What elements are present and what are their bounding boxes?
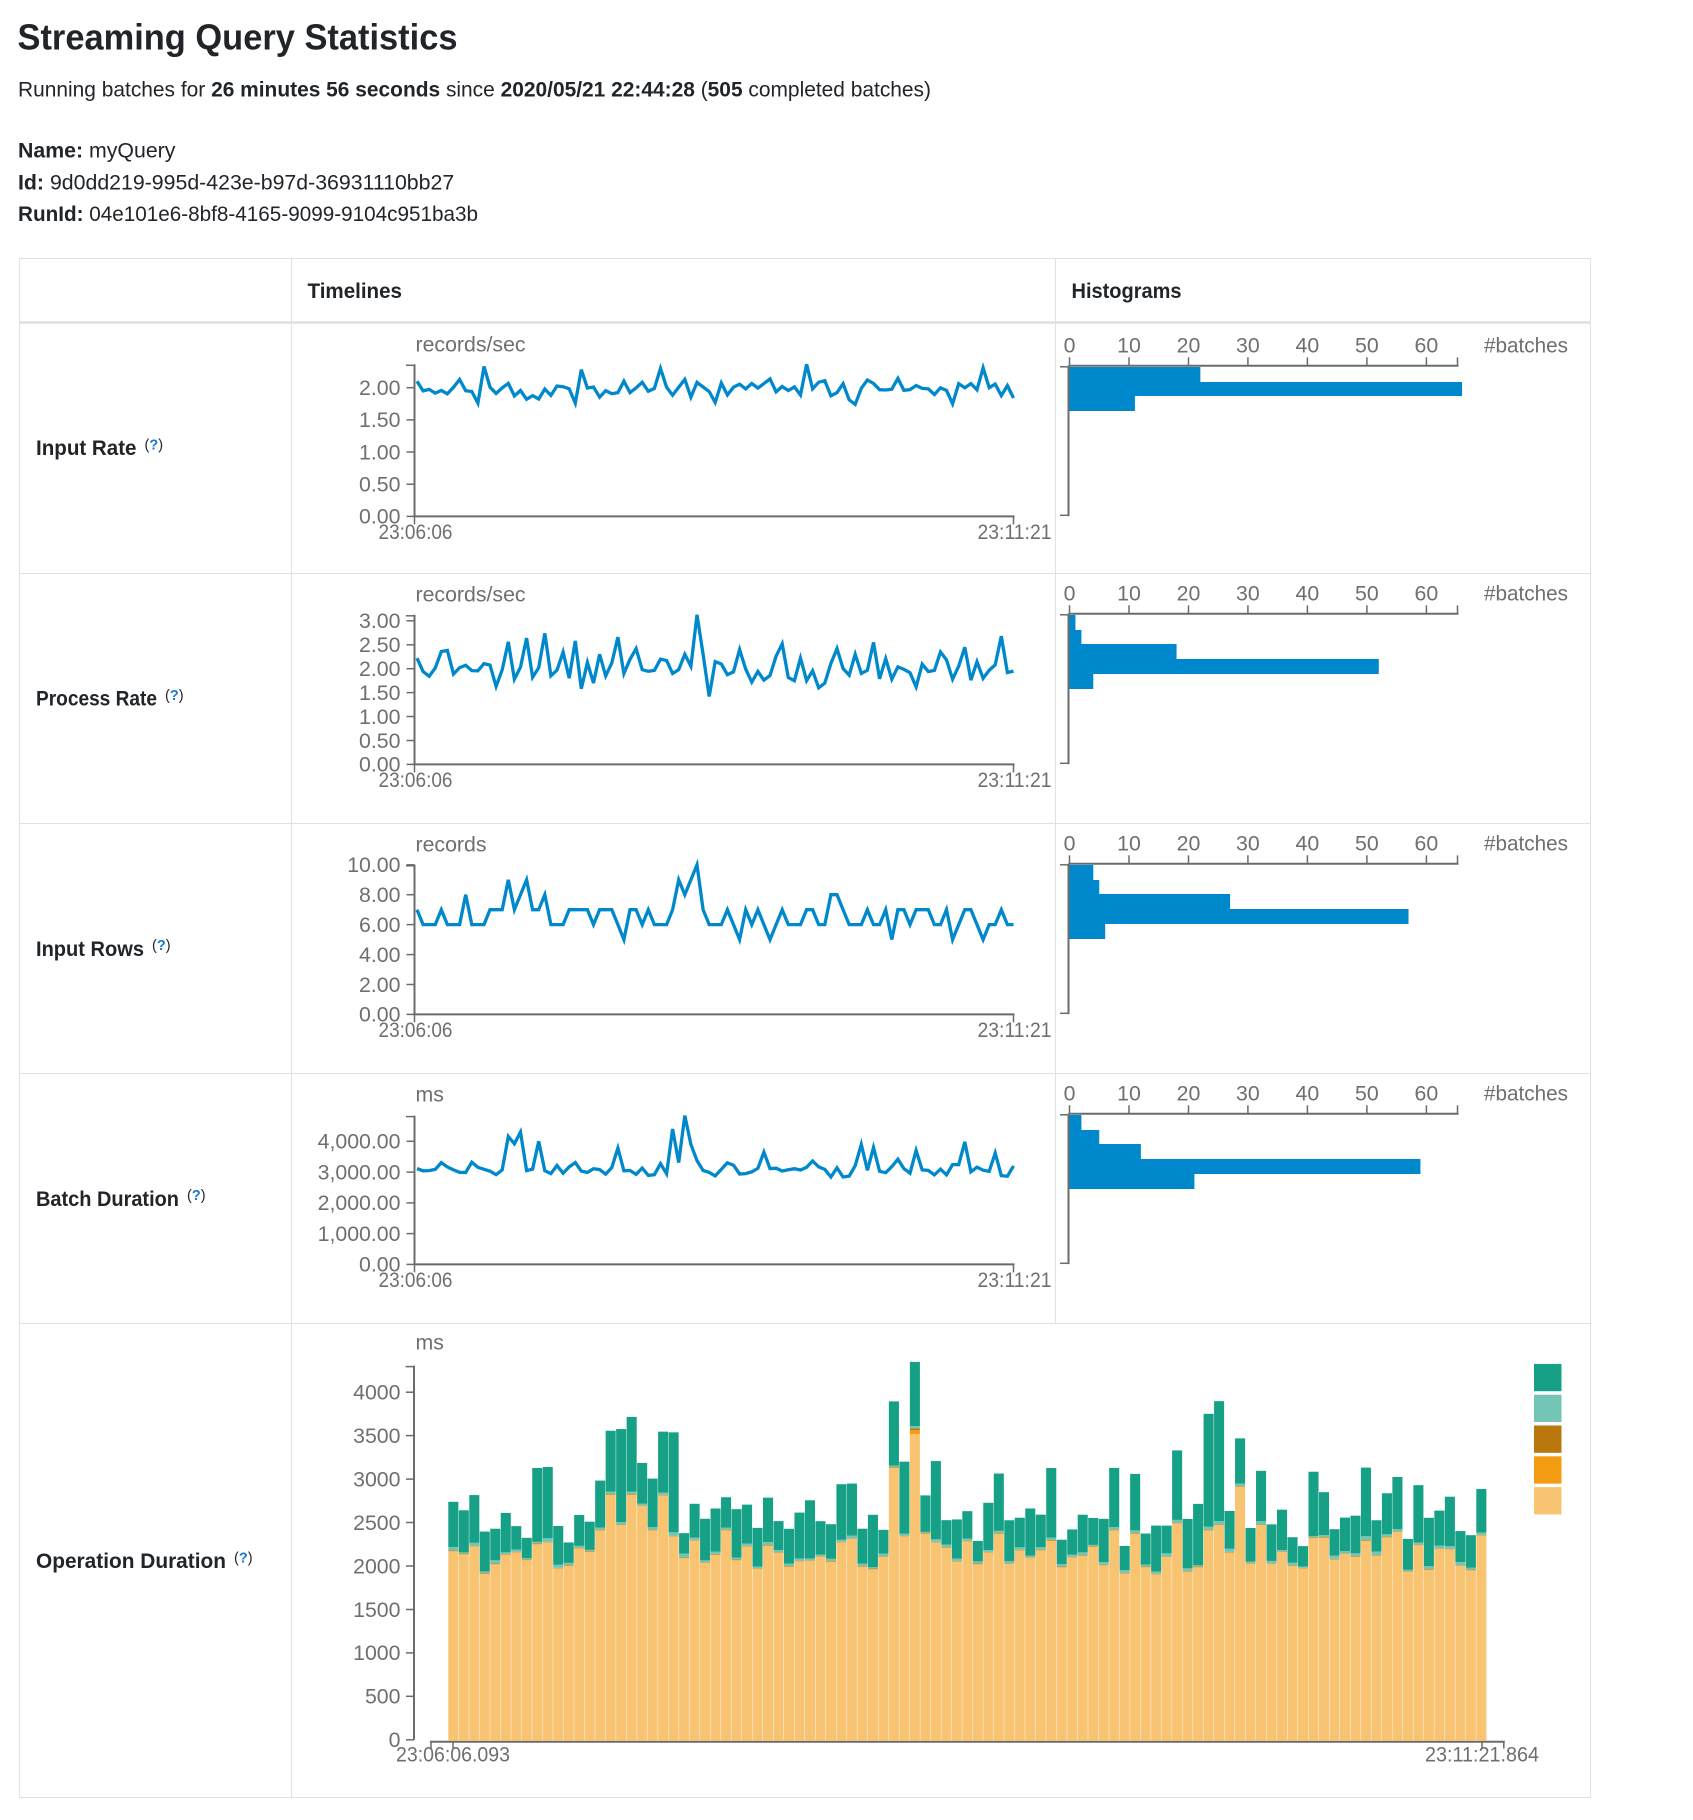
svg-text:Id: 9d0dd219-995d-423e-b97d-36: Id: 9d0dd219-995d-423e-b97d-36931110bb27 — [18, 170, 454, 194]
svg-text:1.00: 1.00 — [359, 440, 401, 464]
svg-text:60: 60 — [1415, 1081, 1439, 1105]
svg-text:20: 20 — [1177, 333, 1201, 357]
svg-text:8.00: 8.00 — [359, 883, 401, 907]
svg-text:23:06:06: 23:06:06 — [379, 768, 453, 792]
svg-text:Batch Duration: Batch Duration — [36, 1187, 179, 1211]
svg-text:0.00: 0.00 — [359, 753, 401, 777]
svg-text:10: 10 — [1117, 333, 1141, 357]
svg-text:50: 50 — [1355, 1081, 1379, 1105]
svg-text:2500: 2500 — [353, 1511, 401, 1535]
svg-text:23:06:06: 23:06:06 — [379, 520, 453, 544]
svg-text:#batches: #batches — [1484, 831, 1568, 855]
svg-text:ms: ms — [416, 1331, 444, 1355]
svg-text:#batches: #batches — [1484, 1081, 1568, 1105]
svg-text:2.00: 2.00 — [359, 973, 401, 997]
svg-text:1000: 1000 — [353, 1641, 401, 1665]
svg-text:20: 20 — [1177, 831, 1201, 855]
svg-text:10.00: 10.00 — [347, 853, 400, 877]
svg-text:23:06:06: 23:06:06 — [379, 1268, 453, 1292]
svg-text:Process Rate: Process Rate — [36, 687, 157, 711]
svg-text:60: 60 — [1415, 831, 1439, 855]
svg-text:40: 40 — [1296, 1081, 1320, 1105]
svg-text:60: 60 — [1415, 333, 1439, 357]
svg-text:1.00: 1.00 — [359, 705, 401, 729]
svg-text:Input Rows: Input Rows — [36, 937, 144, 961]
svg-text:30: 30 — [1236, 333, 1260, 357]
svg-text:2.50: 2.50 — [359, 633, 401, 657]
svg-text:(?): (?) — [152, 938, 171, 954]
svg-text:60: 60 — [1415, 581, 1439, 605]
svg-text:0: 0 — [1064, 581, 1076, 605]
svg-text:20: 20 — [1177, 1081, 1201, 1105]
svg-text:23:11:21: 23:11:21 — [978, 1268, 1052, 1292]
svg-text:0: 0 — [1064, 831, 1076, 855]
svg-text:1500: 1500 — [353, 1598, 401, 1622]
svg-text:0: 0 — [1064, 1081, 1076, 1105]
svg-text:10: 10 — [1117, 581, 1141, 605]
svg-text:40: 40 — [1296, 831, 1320, 855]
svg-text:1.50: 1.50 — [359, 408, 401, 432]
svg-text:0.00: 0.00 — [359, 505, 401, 529]
svg-text:Running batches for 26 minutes: Running batches for 26 minutes 56 second… — [18, 78, 931, 102]
svg-text:Histograms: Histograms — [1072, 279, 1182, 303]
svg-text:4.00: 4.00 — [359, 943, 401, 967]
svg-text:RunId: 04e101e6-8bf8-4165-9099: RunId: 04e101e6-8bf8-4165-9099-9104c951b… — [18, 202, 478, 226]
svg-text:40: 40 — [1296, 581, 1320, 605]
svg-text:6.00: 6.00 — [359, 913, 401, 937]
svg-text:records/sec: records/sec — [416, 333, 526, 357]
svg-text:(?): (?) — [234, 1550, 253, 1566]
svg-text:(?): (?) — [187, 1188, 206, 1204]
svg-text:3.00: 3.00 — [359, 609, 401, 633]
svg-text:3,000.00: 3,000.00 — [318, 1160, 401, 1184]
svg-text:2,000.00: 2,000.00 — [318, 1191, 401, 1215]
svg-text:1.50: 1.50 — [359, 681, 401, 705]
svg-text:(?): (?) — [145, 438, 164, 454]
svg-text:20: 20 — [1177, 581, 1201, 605]
svg-text:2000: 2000 — [353, 1554, 401, 1578]
svg-text:Streaming Query Statistics: Streaming Query Statistics — [18, 17, 458, 58]
svg-text:23:11:21.864: 23:11:21.864 — [1425, 1742, 1539, 1766]
svg-text:records: records — [416, 833, 487, 857]
svg-text:records/sec: records/sec — [416, 583, 526, 607]
svg-text:10: 10 — [1117, 1081, 1141, 1105]
svg-text:0: 0 — [1064, 333, 1076, 357]
svg-text:Timelines: Timelines — [308, 279, 403, 303]
svg-text:Input Rate: Input Rate — [36, 436, 137, 460]
svg-text:Operation Duration: Operation Duration — [36, 1549, 226, 1573]
svg-text:ms: ms — [416, 1083, 444, 1107]
svg-text:3000: 3000 — [353, 1467, 401, 1491]
svg-text:1,000.00: 1,000.00 — [318, 1222, 401, 1246]
svg-text:0.00: 0.00 — [359, 1003, 401, 1027]
svg-text:500: 500 — [365, 1685, 401, 1709]
svg-text:#batches: #batches — [1484, 581, 1568, 605]
svg-text:23:11:21: 23:11:21 — [978, 520, 1052, 544]
svg-text:10: 10 — [1117, 831, 1141, 855]
svg-text:50: 50 — [1355, 831, 1379, 855]
svg-text:Name: myQuery: Name: myQuery — [18, 138, 176, 162]
svg-text:2.00: 2.00 — [359, 376, 401, 400]
svg-text:0.50: 0.50 — [359, 729, 401, 753]
svg-text:4,000.00: 4,000.00 — [318, 1130, 401, 1154]
svg-text:2.00: 2.00 — [359, 657, 401, 681]
svg-text:3500: 3500 — [353, 1424, 401, 1448]
svg-text:23:11:21: 23:11:21 — [978, 768, 1052, 792]
svg-text:30: 30 — [1236, 1081, 1260, 1105]
svg-text:23:06:06.093: 23:06:06.093 — [396, 1742, 510, 1766]
svg-text:#batches: #batches — [1484, 333, 1568, 357]
svg-text:0.00: 0.00 — [359, 1253, 401, 1277]
svg-text:23:06:06: 23:06:06 — [379, 1018, 453, 1042]
svg-text:(?): (?) — [165, 688, 184, 704]
svg-text:30: 30 — [1236, 831, 1260, 855]
svg-text:4000: 4000 — [353, 1381, 401, 1405]
svg-text:40: 40 — [1296, 333, 1320, 357]
svg-text:50: 50 — [1355, 581, 1379, 605]
svg-text:0: 0 — [389, 1728, 401, 1752]
svg-text:50: 50 — [1355, 333, 1379, 357]
svg-text:0.50: 0.50 — [359, 473, 401, 497]
svg-text:23:11:21: 23:11:21 — [978, 1018, 1052, 1042]
svg-text:30: 30 — [1236, 581, 1260, 605]
